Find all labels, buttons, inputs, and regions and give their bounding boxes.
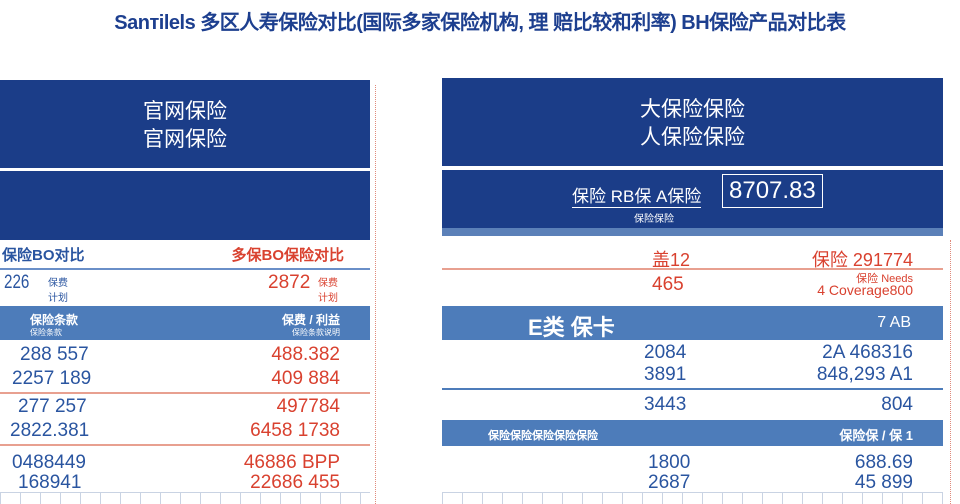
band-label: 保费 / 利益	[281, 313, 340, 327]
right-panel: 大保险保险 人保险保险 保险 RB保 A保险 8707.83 保险保险 盖12 …	[442, 78, 943, 504]
value: 1800	[648, 452, 691, 473]
value: 4 Coverage800	[817, 282, 913, 298]
row-label: 多保BO保险对比	[231, 247, 344, 264]
value: 2822.381	[10, 420, 90, 441]
band-label: E类 保卡	[528, 315, 615, 340]
band-sub: 保险条款	[30, 328, 62, 337]
value: 848,293 A1	[816, 364, 913, 385]
row-label: 保险BO对比	[2, 247, 85, 264]
value: 45 899	[854, 472, 913, 493]
header-line: 人保险保险	[640, 126, 745, 149]
value: 2872	[268, 272, 311, 293]
value: 2257 189	[12, 368, 92, 389]
value: 497784	[276, 396, 340, 417]
band-label: 7 AB	[877, 314, 911, 331]
value: 2687	[648, 472, 691, 493]
right-band: E类 保卡 7 AB	[442, 306, 943, 340]
value-sub: 保险 Needs	[856, 273, 913, 285]
left-subheader	[0, 171, 370, 240]
value: 288 557	[20, 344, 89, 365]
left-header: 官网保险 官网保险	[0, 80, 370, 168]
right-band-2: 保险保险保险保险保险 保险保 / 保 1	[442, 420, 943, 446]
summary-sub: 保险保险	[634, 214, 674, 225]
left-band: 保险条款 保险条款 保费 / 利益 保险条款说明	[0, 306, 370, 340]
left-panel: 官网保险 官网保险 保险BO对比 多保BO保险对比 226 保费 计划 2872…	[0, 80, 370, 504]
value: 22686 455	[250, 472, 340, 493]
header-line: 大保险保险	[640, 98, 745, 121]
value: 6458 1738	[250, 420, 340, 441]
page-title: Sanтilels 多区人寿保险对比(国际多家保险机构, 理 赔比较和利率) B…	[114, 12, 846, 34]
band-label: 保险保 / 保 1	[839, 428, 913, 443]
value: 0488449	[12, 452, 86, 473]
value: 804	[881, 394, 913, 415]
value: 409 884	[271, 368, 340, 389]
value: 2A 468316	[822, 342, 913, 363]
value: 2084	[644, 342, 687, 363]
summary-label: 保险 RB保 A保险	[572, 182, 702, 208]
value: 488.382	[271, 344, 340, 365]
band-sub: 保险条款说明	[292, 328, 340, 337]
right-header: 大保险保险 人保险保险	[442, 78, 943, 166]
value-sub: 保费 计划	[48, 278, 68, 304]
header-line: 官网保险	[143, 100, 227, 123]
band-label: 保险保险保险保险保险	[488, 430, 598, 442]
value: 盖12	[652, 250, 691, 270]
value: 3443	[644, 394, 687, 415]
header-line: 官网保险	[143, 128, 227, 151]
summary-value: 8707.83	[722, 174, 823, 208]
value: 465	[652, 274, 684, 295]
band-label: 保险条款	[30, 313, 79, 327]
value: 168941	[18, 472, 82, 493]
value: 3891	[644, 364, 687, 385]
value: 46886 BPP	[243, 452, 340, 473]
value: 277 257	[18, 396, 87, 417]
right-summary: 保险 RB保 A保险 8707.83 保险保险	[442, 170, 943, 236]
value-sub: 保费 计划	[318, 278, 338, 304]
value: 保险 291774	[811, 250, 913, 270]
value: 688.69	[854, 452, 913, 473]
value: 226	[4, 272, 30, 293]
